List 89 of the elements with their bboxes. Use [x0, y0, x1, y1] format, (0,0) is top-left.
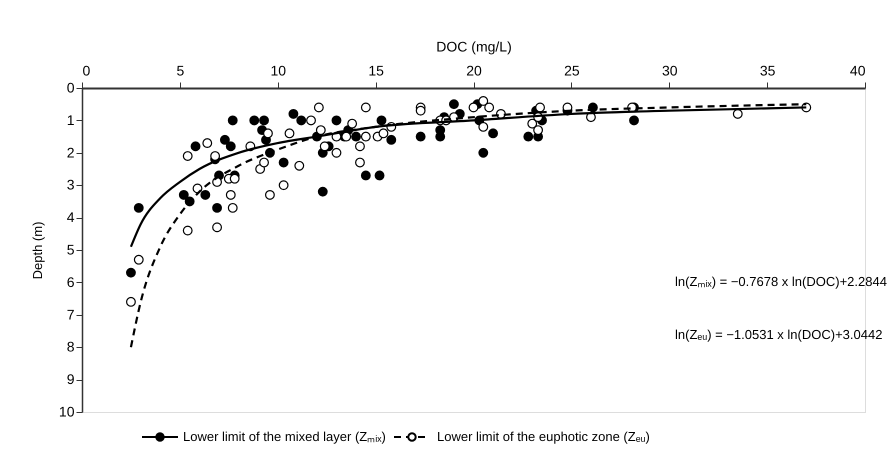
point [360, 170, 371, 180]
x-tick-label: 5 [176, 62, 184, 78]
point [296, 115, 306, 126]
point [314, 102, 324, 112]
point [535, 102, 545, 112]
point [134, 254, 144, 265]
y-tick-label: 0 [66, 80, 75, 96]
point [416, 106, 426, 116]
point [126, 296, 136, 307]
point [126, 268, 136, 278]
y-tick-label: 7 [66, 306, 75, 322]
point [190, 141, 200, 152]
point [263, 128, 273, 138]
point [212, 202, 222, 213]
point [226, 141, 236, 152]
point [220, 134, 230, 145]
point [527, 118, 538, 129]
point [478, 148, 488, 158]
point [288, 109, 298, 119]
point [278, 180, 289, 190]
point [320, 141, 330, 152]
y-tick-label: 8 [66, 338, 75, 355]
annotation: ln(Zₘᵢₓ) = −0.7678 x ln(DOC)+2.2844 [675, 274, 887, 289]
point [259, 158, 269, 168]
point [332, 148, 342, 158]
point [226, 190, 236, 200]
point [355, 158, 365, 168]
point [374, 170, 384, 180]
x-tick-label: 15 [368, 62, 384, 78]
point [294, 160, 304, 171]
point [306, 115, 316, 126]
y-tick-label: 5 [66, 242, 75, 258]
point [249, 115, 260, 126]
y-tick-label: 3 [66, 176, 75, 193]
point [351, 132, 361, 142]
point [212, 222, 222, 232]
y-tick-label: 1 [66, 112, 75, 128]
point [200, 190, 210, 200]
point [448, 99, 459, 110]
point [360, 102, 371, 112]
x-tick-label: 40 [850, 62, 866, 78]
y-axis-title: Depth (m) [30, 222, 45, 280]
y-tick-label: 2 [66, 144, 75, 160]
point [488, 128, 498, 138]
point [230, 174, 240, 184]
point [210, 151, 220, 161]
point [629, 115, 639, 126]
y-tick-label: 9 [66, 371, 75, 388]
y-tick-label: 10 [58, 404, 75, 420]
point [478, 122, 488, 132]
legend-label: Lower limit of the mixed layer (Zₘᵢₓ) [183, 429, 386, 444]
point [264, 190, 275, 200]
point [484, 102, 494, 112]
point [202, 138, 212, 148]
point [523, 132, 534, 142]
point [360, 132, 371, 142]
point [259, 115, 269, 126]
point [355, 141, 365, 152]
point [533, 125, 544, 136]
point [228, 115, 238, 126]
point [478, 96, 488, 106]
point [178, 190, 189, 200]
point [376, 115, 386, 126]
x-tick-label: 10 [270, 62, 286, 78]
y-tick-label: 6 [66, 274, 75, 290]
annotation: ln(Zₑᵤ) = −1.0531 x ln(DOC)+3.0442 [675, 327, 882, 342]
point [316, 125, 326, 136]
x-tick-label: 30 [662, 62, 678, 78]
point [378, 128, 388, 138]
point [182, 226, 193, 236]
x-tick-label: 25 [564, 62, 580, 78]
point [416, 132, 426, 142]
point [347, 118, 358, 129]
point [228, 202, 238, 213]
point [332, 115, 342, 126]
legend-label: Lower limit of the euphotic zone (Zₑᵤ) [437, 429, 650, 444]
point [284, 128, 294, 138]
x-tick-label: 35 [760, 62, 776, 78]
point [278, 158, 289, 168]
point [134, 202, 144, 213]
point [386, 134, 396, 145]
point [468, 102, 478, 112]
x-tick-label: 20 [466, 62, 482, 78]
x-axis-title: DOC (mg/L) [436, 38, 512, 54]
point [318, 186, 328, 197]
x-tick-label: 0 [82, 62, 90, 78]
point [182, 151, 193, 161]
point [732, 109, 743, 119]
y-tick-label: 4 [66, 209, 75, 226]
